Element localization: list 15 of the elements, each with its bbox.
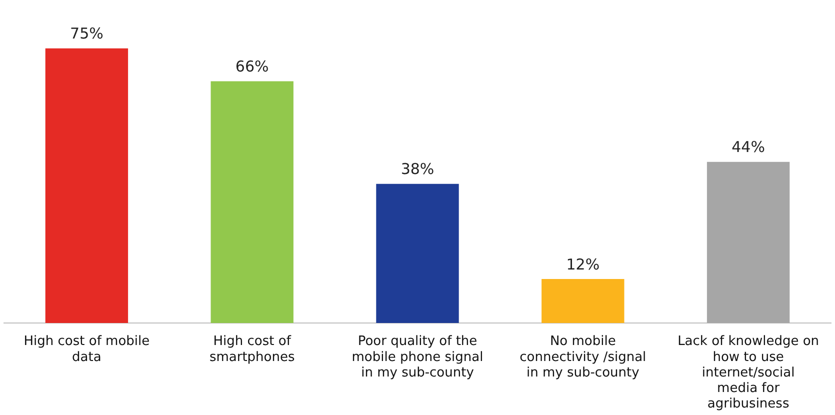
data-label: 66% — [235, 58, 269, 76]
x-tick-label: High cost of smartphones — [209, 334, 295, 365]
x-tick-label: High cost of mobile data — [24, 334, 150, 365]
data-label: 38% — [400, 160, 434, 178]
data-label: 12% — [566, 255, 600, 274]
x-tick-label: Lack of knowledge on how to use internet/social media for agribusiness — [678, 334, 820, 412]
bar — [45, 48, 128, 323]
bar — [542, 279, 624, 323]
data-label: 44% — [732, 138, 765, 156]
bar — [706, 162, 790, 323]
x-tick-label: Poor quality of the mobile phone signal in my sub-county — [352, 334, 484, 380]
x-tick-label: No mobile connectivity /signal in my sub-county — [520, 334, 646, 380]
bar — [210, 81, 294, 323]
bar — [376, 184, 459, 323]
data-label: 75% — [70, 24, 104, 43]
